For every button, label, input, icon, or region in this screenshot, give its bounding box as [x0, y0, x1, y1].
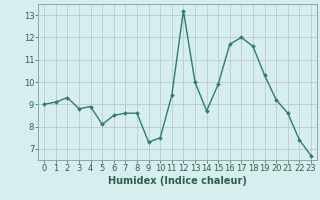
X-axis label: Humidex (Indice chaleur): Humidex (Indice chaleur) — [108, 176, 247, 186]
